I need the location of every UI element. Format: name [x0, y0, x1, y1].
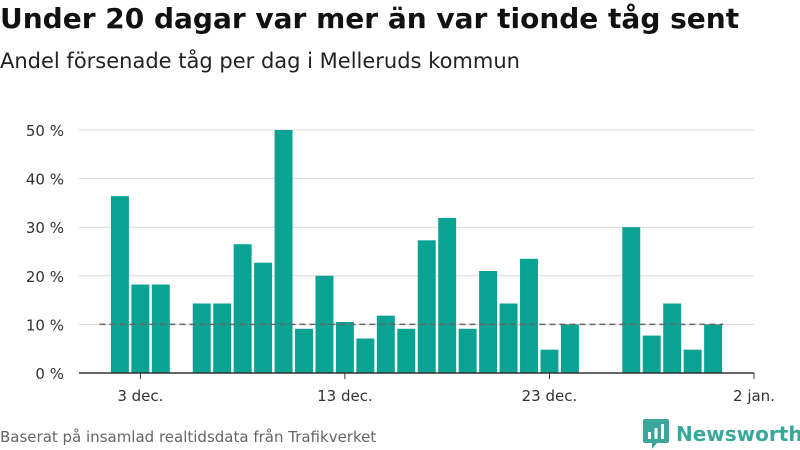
bar: [704, 324, 723, 373]
newsworthy-logo: Newsworthy: [643, 419, 800, 449]
bar: [458, 328, 477, 373]
bar: [254, 262, 273, 373]
bar: [683, 349, 702, 373]
bar: [376, 315, 395, 373]
x-tick-label: 13 dec.: [317, 387, 373, 405]
bar: [663, 303, 682, 373]
y-tick-label: 50 %: [26, 122, 64, 140]
bar: [274, 130, 293, 373]
bar: [192, 303, 211, 373]
bar: [642, 335, 661, 373]
bar: [110, 196, 129, 373]
bar: [438, 217, 457, 373]
brand-name: Newsworthy: [676, 422, 800, 446]
bar-chart-icon: [643, 419, 669, 449]
chart-subtitle: Andel försenade tåg per dag i Melleruds …: [0, 49, 520, 73]
bar: [560, 324, 579, 373]
chart-title: Under 20 dagar var mer än var tionde tåg…: [0, 2, 740, 35]
bar: [335, 321, 354, 373]
bar: [356, 338, 375, 373]
bar: [397, 328, 416, 373]
bar: [479, 270, 498, 373]
bar: [499, 303, 518, 373]
y-tick-label: 0 %: [35, 365, 64, 383]
source-note: Baserat på insamlad realtidsdata från Tr…: [0, 428, 377, 446]
bar: [622, 227, 641, 373]
y-tick-label: 30 %: [26, 219, 64, 237]
x-tick-label: 3 dec.: [117, 387, 163, 405]
bar: [213, 303, 232, 373]
bar: [540, 349, 559, 373]
x-tick-label: 2 jan.: [733, 387, 775, 405]
bar: [295, 328, 313, 373]
bar: [417, 240, 436, 373]
bar: [151, 284, 170, 373]
y-tick-label: 20 %: [26, 268, 64, 286]
y-tick-label: 40 %: [26, 171, 64, 189]
y-tick-label: 10 %: [26, 316, 64, 334]
x-tick-label: 23 dec.: [522, 387, 578, 405]
bar: [131, 284, 150, 373]
bar: [233, 244, 252, 373]
bar: [520, 258, 538, 373]
